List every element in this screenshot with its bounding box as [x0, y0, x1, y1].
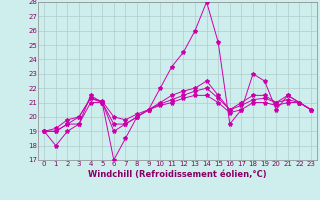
X-axis label: Windchill (Refroidissement éolien,°C): Windchill (Refroidissement éolien,°C) [88, 170, 267, 179]
